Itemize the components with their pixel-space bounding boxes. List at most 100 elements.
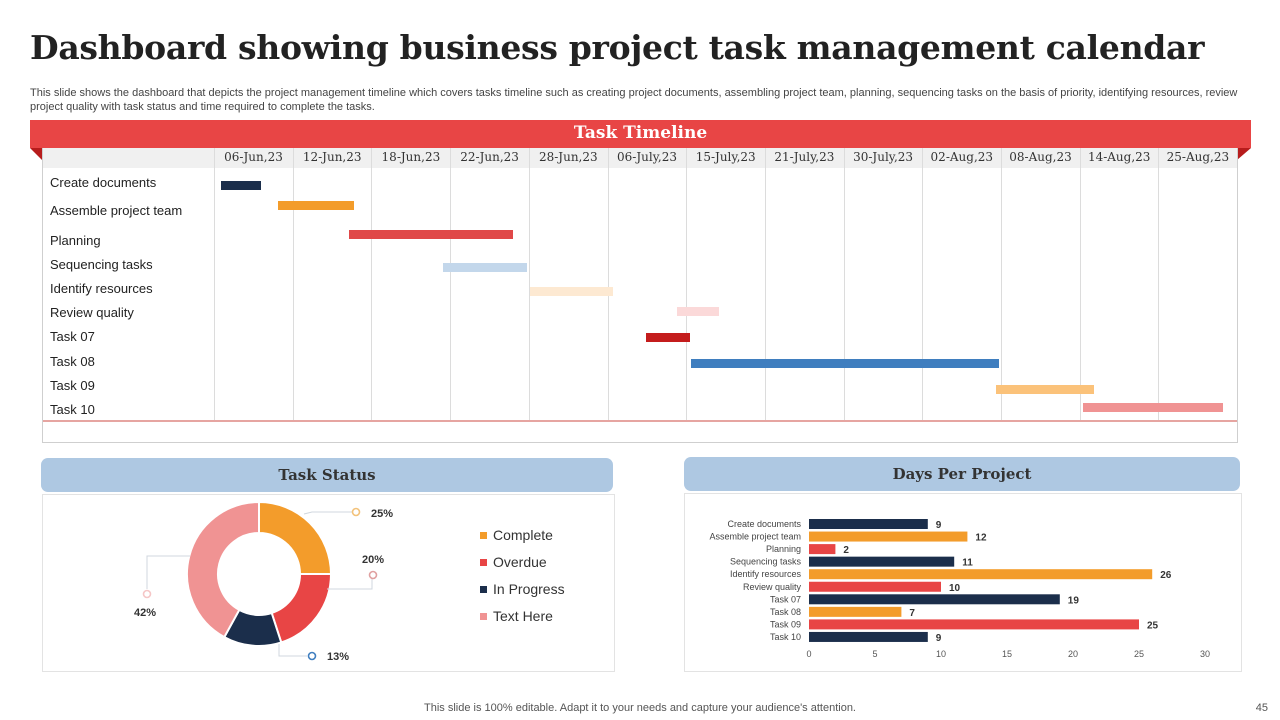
bar bbox=[809, 619, 1139, 630]
gantt-bar bbox=[676, 307, 720, 316]
gantt-bar bbox=[349, 230, 514, 239]
gantt-bar bbox=[443, 263, 528, 272]
bar-category-label: Task 10 bbox=[770, 632, 801, 642]
timeline-gridline bbox=[922, 148, 924, 420]
timeline-column-header: 21-July,23 bbox=[774, 150, 835, 164]
x-tick-label: 10 bbox=[936, 649, 946, 659]
days-per-project-header: Days Per Project bbox=[684, 457, 1240, 491]
gantt-baseline bbox=[43, 420, 1237, 422]
bar-value-label: 26 bbox=[1160, 570, 1172, 581]
timeline-gridline bbox=[450, 148, 452, 420]
task-label: Task 09 bbox=[50, 378, 95, 393]
gantt-bar bbox=[1082, 403, 1223, 412]
task-label: Create documents bbox=[50, 175, 157, 190]
donut-slice bbox=[270, 573, 333, 644]
legend-item: Overdue bbox=[480, 554, 547, 570]
bar-value-label: 7 bbox=[909, 608, 915, 619]
days-bar-chart: Create documents 9 Assemble project team 12… bbox=[709, 519, 1210, 659]
leader-line bbox=[327, 578, 373, 590]
banner-fold-left bbox=[30, 148, 42, 160]
bar-category-label: Review quality bbox=[743, 582, 802, 592]
donut-chart: 25% 20% 13% 42% bbox=[134, 500, 393, 663]
legend-label: Overdue bbox=[493, 554, 547, 570]
gantt-bar bbox=[996, 385, 1094, 394]
banner-fold-right bbox=[1237, 148, 1251, 160]
leader-line bbox=[278, 644, 307, 657]
bar-value-label: 10 bbox=[949, 583, 961, 594]
gantt-bar bbox=[277, 201, 355, 210]
gantt-header-row: 06-Jun,23 12-Jun,23 18-Jun,23 22-Jun,23 28-J… bbox=[43, 148, 1237, 168]
bar-category-label: Task 07 bbox=[770, 594, 801, 604]
donut-slice bbox=[258, 500, 333, 575]
bar-category-label: Sequencing tasks bbox=[730, 557, 802, 567]
timeline-column-header: 12-Jun,23 bbox=[302, 150, 362, 164]
bar-value-label: 9 bbox=[936, 633, 942, 644]
bar bbox=[809, 544, 836, 555]
legend-label: Text Here bbox=[493, 608, 553, 624]
bar-value-label: 19 bbox=[1068, 595, 1080, 606]
legend-swatch bbox=[480, 586, 487, 593]
timeline-column-header: 14-Aug,23 bbox=[1087, 150, 1151, 164]
task-label: Sequencing tasks bbox=[50, 257, 153, 272]
timeline-gridline bbox=[528, 148, 530, 420]
timeline-column-header: 06-Jun,23 bbox=[224, 150, 283, 164]
legend-item: In Progress bbox=[480, 581, 565, 597]
donut-slice bbox=[186, 500, 260, 639]
timeline-column-header: 30-July,23 bbox=[853, 150, 914, 164]
footer-note: This slide is 100% editable. Adapt it to… bbox=[424, 702, 856, 714]
page-subtitle: This slide shows the dashboard that depi… bbox=[30, 87, 1238, 113]
bar bbox=[809, 531, 968, 542]
slice-label: 13% bbox=[327, 651, 349, 663]
timeline-column-header: 25-Aug,23 bbox=[1166, 150, 1230, 164]
timeline-title: Task Timeline bbox=[573, 123, 708, 143]
bar-value-label: 12 bbox=[975, 533, 987, 544]
legend-swatch bbox=[480, 532, 487, 539]
days-per-project-panel bbox=[684, 493, 1242, 672]
timeline-column-header: 06-July,23 bbox=[617, 150, 677, 164]
x-tick-label: 20 bbox=[1068, 649, 1078, 659]
slice-label: 25% bbox=[371, 508, 393, 520]
bar-category-label: Task 09 bbox=[770, 619, 801, 629]
legend-swatch bbox=[480, 613, 487, 620]
bar-category-label: Identify resources bbox=[730, 569, 802, 579]
task-label: Task 07 bbox=[50, 329, 95, 344]
x-tick-label: 25 bbox=[1134, 649, 1144, 659]
timeline-gridline bbox=[1158, 148, 1160, 420]
timeline-gridline bbox=[686, 148, 688, 420]
bar bbox=[809, 569, 1153, 580]
leader-marker bbox=[142, 589, 152, 599]
bar bbox=[809, 556, 955, 567]
bar bbox=[809, 631, 928, 642]
bar bbox=[809, 519, 928, 529]
leader-line bbox=[303, 511, 352, 515]
leader-marker bbox=[368, 570, 378, 580]
timeline-gridline bbox=[371, 148, 373, 420]
legend-item: Complete bbox=[480, 527, 553, 543]
task-label: Review quality bbox=[50, 305, 134, 320]
bar-category-label: Planning bbox=[766, 544, 801, 554]
timeline-gridline bbox=[214, 148, 215, 420]
slice-label: 20% bbox=[362, 554, 384, 566]
task-label: Planning bbox=[50, 233, 101, 248]
bar-category-label: Assemble project team bbox=[709, 532, 801, 542]
page-number: 45 bbox=[1255, 702, 1268, 714]
legend-label: In Progress bbox=[493, 581, 565, 597]
x-tick-label: 30 bbox=[1200, 649, 1210, 659]
leader-marker bbox=[351, 507, 361, 517]
timeline-gridline bbox=[1001, 148, 1002, 420]
bar-value-label: 25 bbox=[1147, 620, 1159, 631]
timeline-column-header: 22-Jun,23 bbox=[460, 150, 519, 164]
gantt-bar bbox=[530, 287, 613, 296]
task-label: Task 10 bbox=[50, 402, 95, 417]
gantt-bar bbox=[646, 333, 691, 342]
timeline-column-header: 15-July,23 bbox=[695, 150, 756, 164]
x-tick-label: 5 bbox=[872, 649, 877, 659]
task-status-header: Task Status bbox=[41, 458, 613, 492]
bar-category-label: Task 08 bbox=[770, 607, 801, 617]
timeline-gridline bbox=[1079, 148, 1081, 420]
legend-label: Complete bbox=[493, 527, 553, 543]
x-tick-label: 0 bbox=[806, 649, 811, 659]
bar bbox=[809, 581, 941, 592]
task-label: Task 08 bbox=[50, 354, 95, 369]
gantt-chart: 06-Jun,23 12-Jun,23 18-Jun,23 22-Jun,23 28-J… bbox=[42, 148, 1238, 443]
